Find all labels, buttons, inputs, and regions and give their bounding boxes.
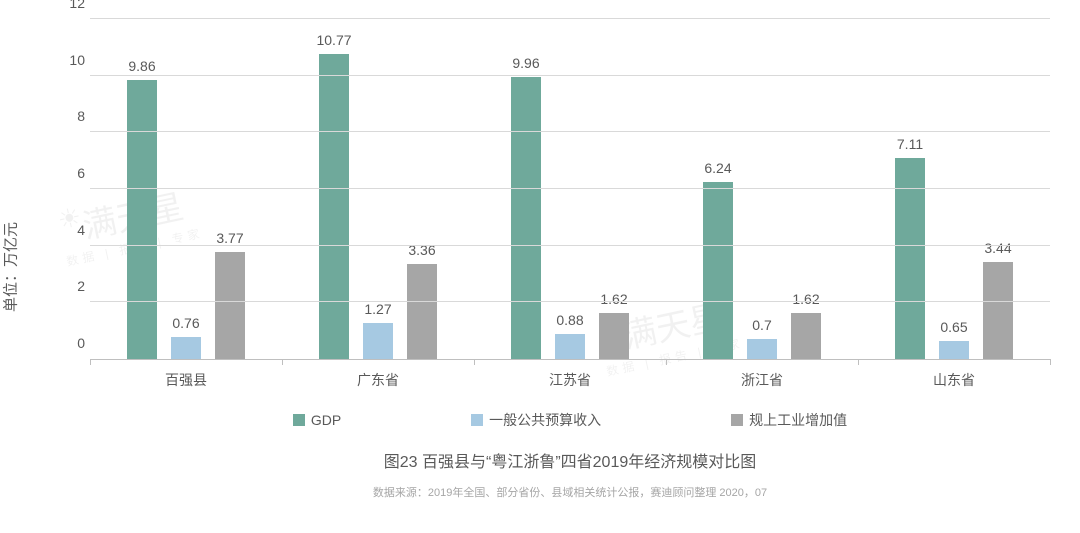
y-tick-label: 12 bbox=[60, 0, 85, 11]
x-axis-label: 广东省 bbox=[282, 370, 474, 390]
x-tick-mark bbox=[666, 359, 667, 365]
gridline bbox=[90, 18, 1050, 19]
bar-group: 10.77 1.27 3.36 bbox=[282, 20, 474, 359]
bar-value-label: 0.76 bbox=[172, 315, 199, 331]
x-tick-mark bbox=[282, 359, 283, 365]
legend-swatch bbox=[293, 414, 305, 426]
x-axis-label: 百强县 bbox=[90, 370, 282, 390]
legend-label: GDP bbox=[311, 412, 341, 428]
bar-value-label: 0.88 bbox=[556, 312, 583, 328]
bar-groups: 9.860.763.7710.771.273.369.960.881.626.2… bbox=[90, 20, 1050, 359]
bar: 1.27 bbox=[363, 323, 393, 359]
x-tick-mark bbox=[1050, 359, 1051, 365]
legend-item-industrial: 规上工业增加值 bbox=[731, 410, 847, 430]
legend-label: 一般公共预算收入 bbox=[489, 410, 601, 430]
legend-item-gdp: GDP bbox=[293, 410, 341, 430]
y-axis-label: 单位：万亿元 bbox=[0, 221, 21, 311]
y-tick-label: 8 bbox=[60, 108, 85, 124]
bar-group: 9.86 0.76 3.77 bbox=[90, 20, 282, 359]
bar: 1.62 bbox=[599, 313, 629, 359]
x-tick-mark bbox=[858, 359, 859, 365]
x-axis-label: 浙江省 bbox=[666, 370, 858, 390]
data-source: 数据来源：2019年全国、部分省份、县域相关统计公报，赛迪顾问整理 2020，0… bbox=[90, 484, 1050, 500]
y-tick-label: 10 bbox=[60, 52, 85, 68]
bar-group: 9.96 0.88 1.62 bbox=[474, 20, 666, 359]
y-tick-label: 4 bbox=[60, 222, 85, 238]
x-axis-label: 山东省 bbox=[858, 370, 1050, 390]
bar-value-label: 6.24 bbox=[704, 160, 731, 176]
gridline bbox=[90, 188, 1050, 189]
gridline bbox=[90, 75, 1050, 76]
bar-value-label: 9.96 bbox=[512, 55, 539, 71]
bar: 9.86 bbox=[127, 80, 157, 359]
bar: 3.44 bbox=[983, 262, 1013, 359]
y-tick-label: 0 bbox=[60, 335, 85, 351]
gridline bbox=[90, 245, 1050, 246]
bar: 9.96 bbox=[511, 77, 541, 359]
bar: 0.76 bbox=[171, 337, 201, 359]
x-tick-mark bbox=[474, 359, 475, 365]
bar-value-label: 1.27 bbox=[364, 301, 391, 317]
bar: 6.24 bbox=[703, 182, 733, 359]
bar: 3.36 bbox=[407, 264, 437, 359]
bar-value-label: 0.7 bbox=[752, 317, 771, 333]
chart-container: ☀满天星 数据 | 报告 | 专家 ☀满天星 数据 | 报告 | 专家 单位：万… bbox=[0, 0, 1080, 533]
legend: GDP 一般公共预算收入 规上工业增加值 bbox=[90, 410, 1050, 430]
bar-value-label: 1.62 bbox=[792, 291, 819, 307]
bar: 3.77 bbox=[215, 252, 245, 359]
bar-value-label: 9.86 bbox=[128, 58, 155, 74]
legend-swatch bbox=[731, 414, 743, 426]
y-tick-label: 2 bbox=[60, 278, 85, 294]
bar-value-label: 0.65 bbox=[940, 319, 967, 335]
gridline bbox=[90, 131, 1050, 132]
x-axis-labels: 百强县广东省江苏省浙江省山东省 bbox=[90, 370, 1050, 390]
bar: 0.65 bbox=[939, 341, 969, 359]
bar: 0.88 bbox=[555, 334, 585, 359]
legend-swatch bbox=[471, 414, 483, 426]
bar: 10.77 bbox=[319, 54, 349, 359]
gridline bbox=[90, 301, 1050, 302]
bar-group: 6.24 0.7 1.62 bbox=[666, 20, 858, 359]
x-axis-label: 江苏省 bbox=[474, 370, 666, 390]
bar-value-label: 10.77 bbox=[316, 32, 351, 48]
y-tick-label: 6 bbox=[60, 165, 85, 181]
legend-label: 规上工业增加值 bbox=[749, 410, 847, 430]
x-tick-mark bbox=[90, 359, 91, 365]
bar-value-label: 3.44 bbox=[984, 240, 1011, 256]
bar: 1.62 bbox=[791, 313, 821, 359]
figure-caption: 图23 百强县与“粤江浙鲁”四省2019年经济规模对比图 bbox=[90, 448, 1050, 472]
bar: 0.7 bbox=[747, 339, 777, 359]
plot-area: 9.860.763.7710.771.273.369.960.881.626.2… bbox=[90, 20, 1050, 360]
legend-item-budget: 一般公共预算收入 bbox=[471, 410, 601, 430]
bar-value-label: 1.62 bbox=[600, 291, 627, 307]
bar-group: 7.11 0.65 3.44 bbox=[858, 20, 1050, 359]
bar-value-label: 7.11 bbox=[897, 136, 923, 152]
